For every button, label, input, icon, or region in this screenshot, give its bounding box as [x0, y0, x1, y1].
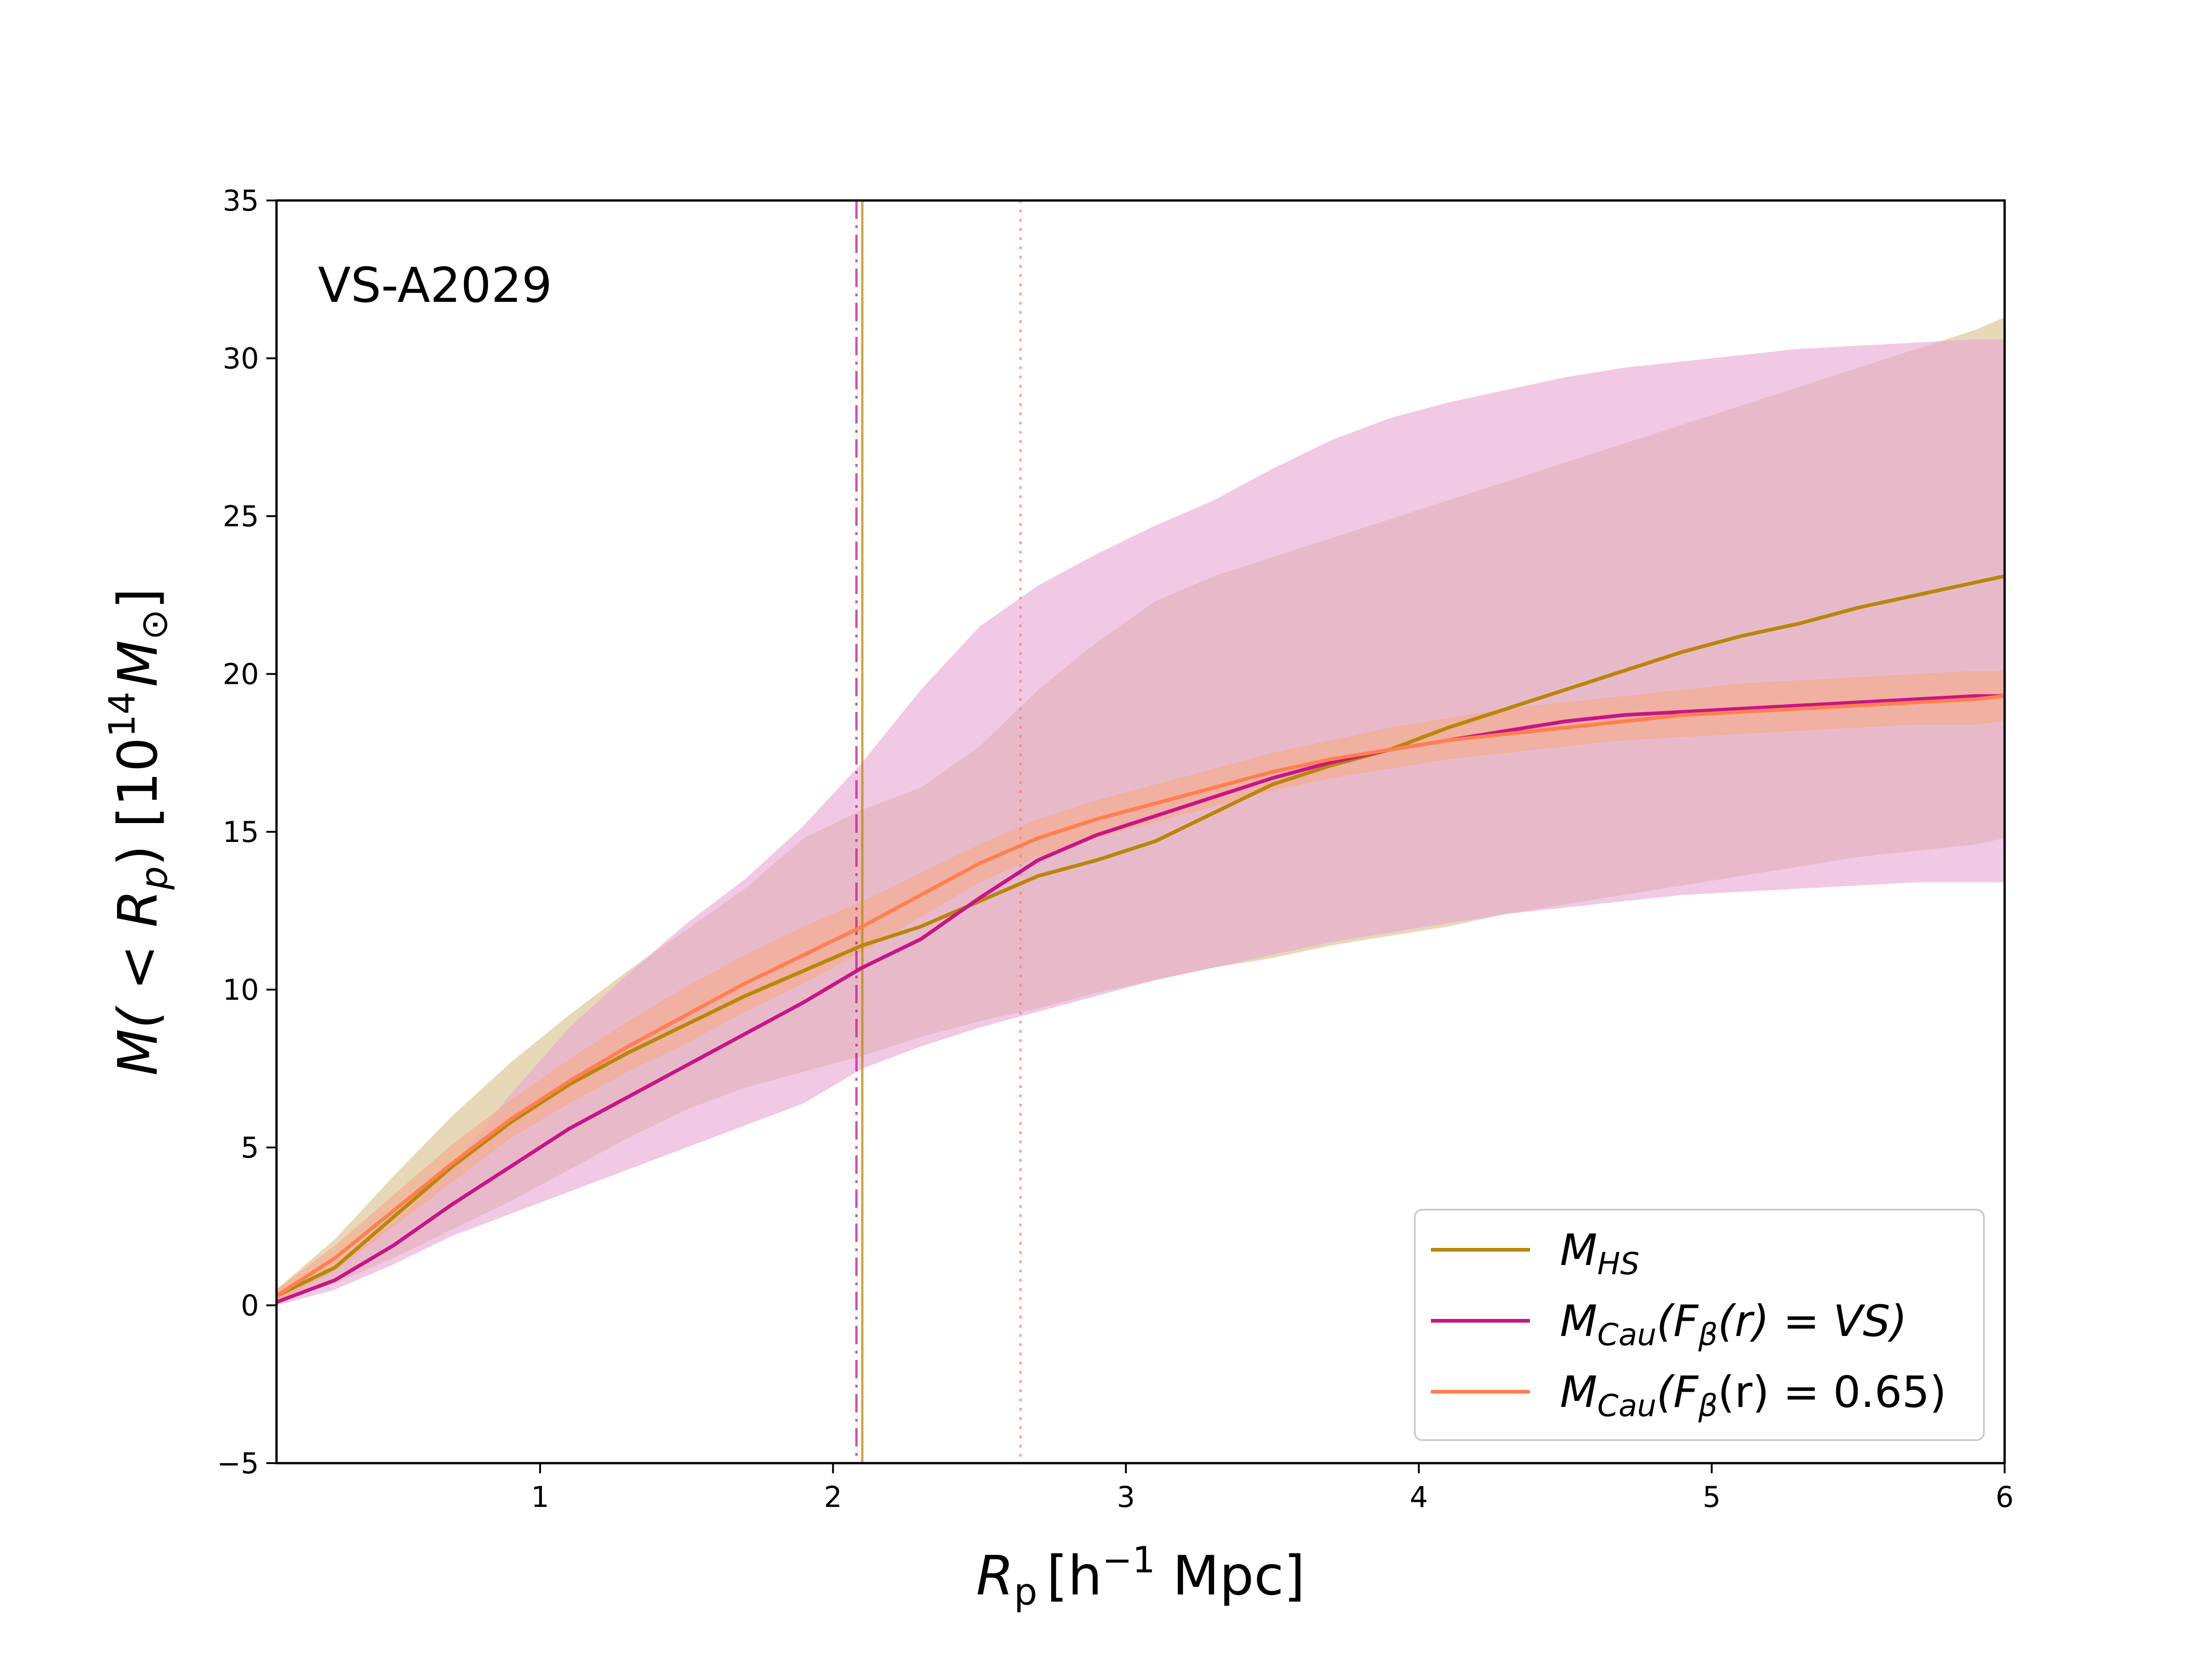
x-tick-label-1: 1 [531, 1480, 549, 1514]
legend-label-m-hs-main: M [1560, 1225, 1597, 1276]
line-m-cau-f-beta-r-0-65 [276, 694, 2005, 1298]
legend: MHS MCau(Fβ(r) = VS) MCau(Fβ(r) = 0.65) [1414, 1209, 1985, 1441]
legend-label-m-cau-vs-sub2: β [1698, 1317, 1718, 1353]
line-m-hs [276, 574, 2005, 1298]
x-tick-label-5: 5 [1703, 1480, 1721, 1514]
legend-label-m-cau-065: MCau(Fβ(r) = 0.65) [1560, 1367, 1947, 1424]
y-tick-label-10: 10 [223, 973, 259, 1007]
y-tick-label-0: 0 [241, 1289, 259, 1323]
legend-label-m-cau-vs: MCau(Fβ(r) = VS) [1560, 1296, 1907, 1353]
legend-label-m-hs: MHS [1560, 1225, 1640, 1282]
y-axis-title-sup: 14 [102, 692, 143, 737]
y-tick-label-5: 5 [241, 1131, 259, 1165]
x-axis-title-main: R [976, 1544, 1014, 1607]
y-tick-label-20: 20 [223, 658, 259, 691]
legend-label-m-cau-065-rest: (F [1656, 1367, 1699, 1418]
legend-label-m-cau-065-tail: (r) = 0.65) [1718, 1367, 1946, 1418]
legend-label-m-cau-065-sub: Cau [1597, 1388, 1656, 1424]
y-tick-label-15: 15 [223, 815, 259, 849]
y-axis-ticks: −5 0 5 10 15 20 25 30 35 [217, 184, 276, 1480]
band-m-cau-f-beta-r-0-65 [276, 671, 2005, 1302]
x-axis-title-bracket: [h [1047, 1544, 1102, 1607]
legend-label-m-cau-065-sub2: β [1698, 1388, 1718, 1424]
y-axis-title-mid: ) [10 [106, 737, 170, 866]
y-axis-title-prefix: M( < R [106, 889, 170, 1076]
x-tick-label-6: 6 [1995, 1480, 2013, 1514]
y-tick-label--5: −5 [217, 1447, 259, 1480]
y-axis-title-close: ] [106, 588, 170, 609]
x-axis-ticks: 1 2 3 4 5 6 [531, 1463, 2014, 1514]
series-lines [276, 574, 2005, 1304]
y-tick-label-35: 35 [223, 184, 259, 218]
reference-vertical-lines [855, 200, 1022, 1463]
cluster-annotation: VS-A2029 [318, 257, 552, 313]
x-axis-title-sub: p [1014, 1571, 1037, 1613]
x-axis-title-sup: −1 [1102, 1540, 1155, 1581]
y-axis-title-sub: p [133, 866, 176, 890]
y-tick-label-30: 30 [223, 342, 259, 376]
y-axis-title-unit-sub: ⊙ [133, 609, 176, 640]
x-tick-label-2: 2 [824, 1480, 842, 1514]
line-m-cau-f-beta-r-vs [276, 694, 2005, 1304]
y-axis-title: M( < Rp) [1014 M⊙] [102, 588, 176, 1076]
y-tick-label-25: 25 [223, 500, 259, 533]
y-axis-title-unit: M [106, 640, 170, 687]
x-tick-label-3: 3 [1117, 1480, 1135, 1514]
legend-label-m-cau-vs-rest: (F [1656, 1296, 1699, 1347]
legend-label-m-cau-vs-tail: (r) = VS) [1718, 1296, 1907, 1347]
legend-box [1414, 1209, 1985, 1441]
plot-area [276, 200, 2005, 1463]
x-tick-label-4: 4 [1410, 1480, 1428, 1514]
x-axis-title-unit: Mpc] [1155, 1544, 1305, 1607]
legend-label-m-cau-065-main: M [1560, 1367, 1597, 1418]
legend-label-m-hs-sub: HS [1597, 1246, 1640, 1282]
legend-label-m-cau-vs-sub: Cau [1597, 1317, 1656, 1353]
x-axis-title: Rp [h−1 Mpc] [976, 1540, 1305, 1613]
legend-label-m-cau-vs-main: M [1560, 1296, 1597, 1347]
